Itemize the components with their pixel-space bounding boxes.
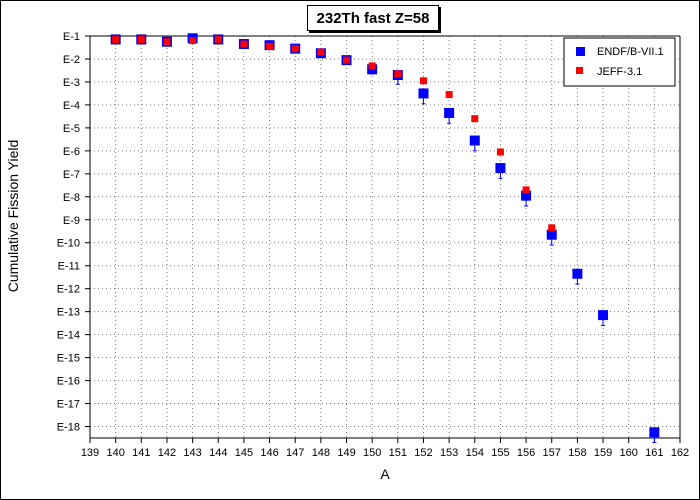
- x-tick-label: 155: [491, 447, 509, 459]
- endf-point: [521, 190, 532, 201]
- y-axis-label: Cumulative Fission Yield: [5, 140, 21, 293]
- y-tick-label: E-2: [63, 54, 80, 66]
- jeff-point: [163, 38, 171, 46]
- x-tick-label: 146: [260, 447, 278, 459]
- x-tick-label: 142: [158, 447, 176, 459]
- endf-point: [572, 268, 583, 279]
- y-tick-label: E-13: [57, 307, 80, 319]
- x-tick-label: 159: [594, 447, 612, 459]
- jeff-point: [368, 62, 376, 70]
- x-tick-label: 152: [414, 447, 432, 459]
- y-tick-label: E-1: [63, 31, 80, 43]
- legend-label-endf: ENDF/B-VII.1: [597, 46, 664, 58]
- jeff-point: [189, 37, 197, 45]
- legend-marker-jeff: [576, 67, 583, 74]
- jeff-point: [419, 77, 427, 85]
- y-tick-label: E-14: [57, 330, 80, 342]
- endf-point: [469, 135, 480, 146]
- endf-point: [649, 427, 660, 438]
- x-tick-label: 151: [389, 447, 407, 459]
- y-tick-label: E-7: [63, 169, 80, 181]
- x-tick-label: 149: [337, 447, 355, 459]
- y-tick-label: E-10: [57, 238, 80, 250]
- jeff-point: [394, 70, 402, 78]
- y-tick-label: E-9: [63, 215, 80, 227]
- grid-lines: [90, 36, 680, 438]
- x-axis-ticks: 139 140 141 142 143 144 145 146 147 148 149 150 151 1…: [81, 438, 689, 459]
- y-tick-label: E-15: [57, 353, 80, 365]
- chart-title: 232Th fast Z=58: [307, 5, 439, 31]
- jeff-point: [214, 35, 222, 43]
- y-tick-label: E-4: [63, 100, 80, 112]
- y-tick-label: E-8: [63, 192, 80, 204]
- x-tick-label: 157: [543, 447, 561, 459]
- x-tick-label: 153: [440, 447, 458, 459]
- jeff-point: [137, 35, 145, 43]
- legend-box: [563, 37, 676, 87]
- endf-point: [546, 229, 557, 240]
- y-tick-label: E-5: [63, 123, 80, 135]
- x-tick-label: 161: [645, 447, 663, 459]
- jeff-point: [291, 45, 299, 53]
- jeff-point: [317, 48, 325, 56]
- y-tick-label: E-16: [57, 376, 80, 388]
- x-tick-label: 158: [568, 447, 586, 459]
- x-tick-label: 156: [517, 447, 535, 459]
- axes: [89, 35, 681, 439]
- y-tick-label: E-11: [58, 261, 80, 273]
- jeff-point: [240, 40, 248, 48]
- legend-marker-endf: [576, 47, 585, 56]
- x-tick-label: 147: [286, 447, 304, 459]
- endf-point: [598, 310, 609, 321]
- x-tick-label: 154: [466, 447, 484, 459]
- jeff-point: [445, 91, 453, 99]
- y-tick-label: E-12: [57, 284, 80, 296]
- jeff-point: [496, 148, 504, 156]
- jeff-point: [343, 56, 351, 64]
- y-tick-label: E-17: [57, 399, 80, 411]
- endf-point: [444, 107, 455, 118]
- legend-label-jeff: JEFF-3.1: [597, 66, 642, 78]
- jeff-point: [522, 186, 530, 194]
- x-tick-label: 145: [235, 447, 253, 459]
- x-axis-label: A: [380, 466, 390, 482]
- y-tick-label: E-18: [57, 422, 80, 434]
- x-tick-label: 144: [209, 447, 227, 459]
- y-axis-ticks: E-1 E-2 E-3 E-4 E-5 E-6 E-7 E-8 E-9 E-10 E-11 E-12 E…: [57, 31, 90, 434]
- x-tick-label: 141: [132, 447, 150, 459]
- y-tick-label: E-6: [63, 146, 80, 158]
- x-tick-label: 143: [183, 447, 201, 459]
- x-tick-label: 162: [671, 447, 689, 459]
- x-tick-label: 148: [312, 447, 330, 459]
- endf-point: [495, 163, 506, 174]
- x-tick-label: 140: [106, 447, 124, 459]
- jeff-point: [471, 115, 479, 123]
- x-tick-label: 160: [620, 447, 638, 459]
- x-tick-label: 150: [363, 447, 381, 459]
- data-marks: [110, 33, 660, 444]
- legend: ENDF/B-VII.1 JEFF-3.1: [563, 37, 676, 87]
- jeff-point: [548, 224, 556, 232]
- jeff-point: [266, 42, 274, 50]
- x-tick-label: 139: [81, 447, 99, 459]
- endf-point: [418, 88, 429, 99]
- y-tick-label: E-3: [63, 77, 80, 89]
- jeff-point: [112, 35, 120, 43]
